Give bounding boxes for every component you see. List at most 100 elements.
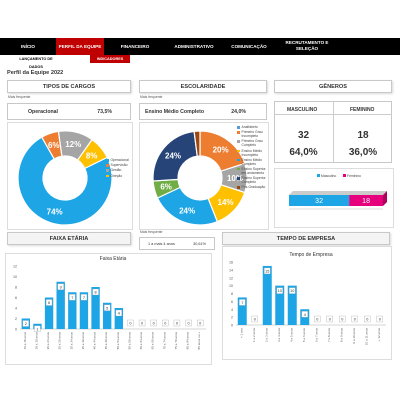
female-pct: 36,0% xyxy=(348,147,378,158)
nav-financeiro[interactable]: FINANCEIRO xyxy=(120,44,150,49)
x-tick-label: 75 a 79 anos xyxy=(174,332,178,350)
legend-label: Ensino Superior Completo xyxy=(241,176,266,185)
x-tick-label: 35 a 39 anos xyxy=(81,332,85,350)
data-label-box xyxy=(251,315,258,323)
legend-label: Operacional xyxy=(110,158,129,162)
slice-label: 14% xyxy=(218,198,234,207)
y-tick-label: 12 xyxy=(13,265,17,269)
x-tick-label: 2 a 3 anos xyxy=(264,328,268,343)
x-tick-label: 30 a 34 anos xyxy=(69,332,73,350)
female-count: 18 xyxy=(357,130,369,141)
data-label-box xyxy=(276,287,283,294)
legend-swatch xyxy=(106,164,109,167)
top-name: 1 a mais 4 anos xyxy=(148,241,175,246)
legend-item: Pós-Graduação xyxy=(237,185,269,189)
y-tick-label: 6 xyxy=(15,296,17,300)
small-label: Mais frequente xyxy=(140,95,163,99)
data-label: 7 xyxy=(241,301,243,305)
x-tick-label: 60 a 64 anos xyxy=(139,332,143,350)
data-label: 0 xyxy=(316,318,318,322)
small-label: Mais frequente xyxy=(140,230,163,234)
x-tick-label: < 1 ano xyxy=(239,328,243,338)
data-label-box xyxy=(162,319,169,327)
legend-swatch xyxy=(237,186,240,189)
data-label: 0 xyxy=(379,318,381,322)
data-label: 4 xyxy=(118,312,120,316)
chart-title: Faixa Etária xyxy=(100,256,127,262)
slice-label: 24% xyxy=(165,152,181,161)
legend-item: Ensino Superior Completo xyxy=(237,176,269,184)
y-tick-label: 8 xyxy=(15,286,17,290)
top-value: 73,5% xyxy=(97,108,112,115)
small-label: Mais frequente xyxy=(8,95,31,99)
nav-administrativo[interactable]: ADMINISTRATIVO xyxy=(174,44,214,49)
data-label-box xyxy=(351,315,358,323)
data-label-box xyxy=(314,315,321,323)
slice-label: 6% xyxy=(160,183,172,192)
x-tick-label: 40 a 44 anos xyxy=(93,332,97,350)
faixa-bar-chart: Faixa Etária 0 2 4 6 8 10 12 2 16 a 18 anos 118 a … xyxy=(13,256,206,350)
data-label-box xyxy=(326,315,333,323)
x-tick-label: 80 a 84 anos xyxy=(186,332,190,350)
x-tick-label: 55 a 59 anos xyxy=(127,332,131,350)
top-name: Operacional xyxy=(28,108,58,115)
data-label-box xyxy=(92,288,99,296)
y-tick-label: 2 xyxy=(231,316,233,320)
bar xyxy=(79,292,89,329)
nav-recrutamento[interactable]: RECRUTAMENTO E SELEÇÃO xyxy=(285,40,329,51)
legend-swatch xyxy=(106,159,109,162)
y-tick-label: 8 xyxy=(231,292,233,296)
y-tick-label: 12 xyxy=(229,276,233,280)
y-tick-label: 0 xyxy=(231,324,233,328)
x-tick-label: 16 a 18 anos xyxy=(23,332,27,350)
donut-slice xyxy=(17,136,113,226)
x-tick-label: 8 a 9 anos xyxy=(339,328,343,343)
data-label: 5 xyxy=(106,306,108,310)
nav-inicio[interactable]: INÍCIO xyxy=(20,44,36,49)
data-label: 0 xyxy=(199,322,201,326)
nav-comunicacao[interactable]: COMUNICAÇÃO xyxy=(231,44,267,49)
x-tick-label: 50 a 54 anos xyxy=(116,332,120,350)
top-value-box: 1 a mais 4 anos 30,61% xyxy=(139,237,215,250)
subtab-lancamento[interactable]: LANÇAMENTO DE DADOS xyxy=(14,55,58,69)
legend-item: Ensino Superior em andamento xyxy=(237,167,269,175)
bar-male xyxy=(289,195,350,206)
section-title-escolaridade: ESCOLARIDADE xyxy=(139,80,267,93)
data-label: 0 xyxy=(129,322,131,326)
nav-perfil-equipe[interactable]: PERFIL DA EQUIPE xyxy=(56,38,104,55)
bar xyxy=(103,302,112,329)
data-label-box xyxy=(339,315,346,323)
x-tick-label: 3 a 4 anos xyxy=(277,328,281,343)
bar xyxy=(275,285,285,325)
data-label: 0 xyxy=(254,318,256,322)
x-tick-label: 4 a 5 anos xyxy=(289,328,293,343)
male-label: MASCULINO xyxy=(287,107,318,113)
bar xyxy=(262,265,272,325)
x-tick-label: + 12 anos xyxy=(377,328,381,342)
legend-item: Analfabeto xyxy=(237,125,269,129)
data-label-box xyxy=(80,294,88,301)
bar xyxy=(68,292,77,329)
data-label: 0 xyxy=(153,322,155,326)
legend-swatch xyxy=(237,140,240,143)
slice-label: 8% xyxy=(86,151,98,160)
legend-swatch xyxy=(237,177,240,180)
x-tick-label: 9 a 10 anos xyxy=(352,328,356,344)
x-tick-label: 5 a 6 anos xyxy=(302,328,306,343)
data-label-box xyxy=(22,320,29,327)
bar xyxy=(237,297,247,325)
legend-label: Analfabeto xyxy=(241,125,258,129)
data-label: 8 xyxy=(95,291,97,295)
escolaridade-chart-panel: 20% 10% 14% 24% 6% 24% xyxy=(139,122,269,230)
data-label: 0 xyxy=(176,322,178,326)
data-label: 10 xyxy=(278,289,282,293)
top-value: 30,61% xyxy=(193,241,206,246)
y-tick-label: 4 xyxy=(15,307,17,311)
legend-swatch xyxy=(237,149,240,153)
slice-label: 24% xyxy=(179,207,195,216)
data-label: 7 xyxy=(83,296,85,300)
top-nav: INÍCIO PERFIL DA EQUIPE FINANCEIRO ADMIN… xyxy=(0,38,400,55)
x-tick-label: 6 a 7 anos xyxy=(314,328,318,343)
data-label: 0 xyxy=(141,322,143,326)
subtab-indicadores[interactable]: INDICADORES xyxy=(90,55,130,63)
